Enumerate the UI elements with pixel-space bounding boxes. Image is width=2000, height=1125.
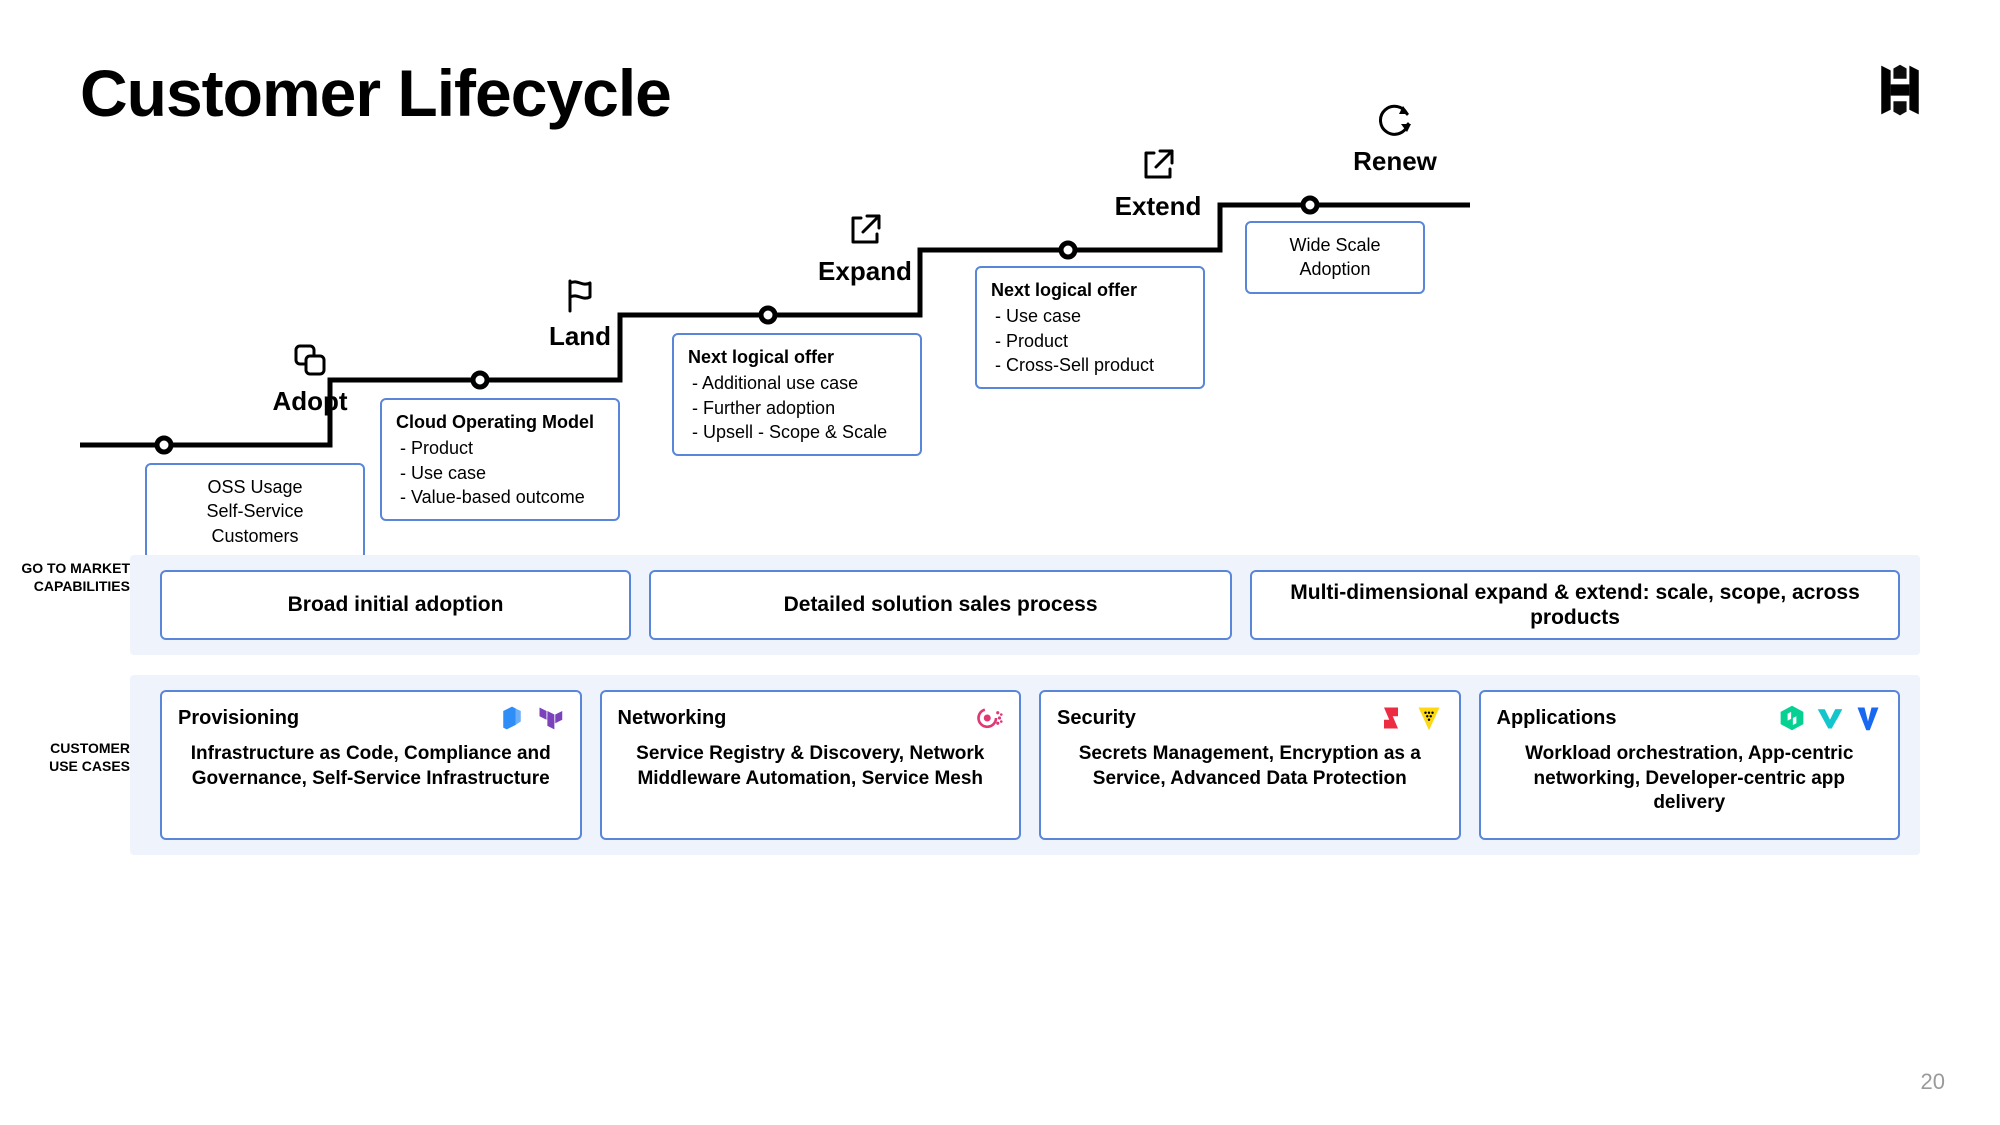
gtm-box-1: Detailed solution sales process: [649, 570, 1232, 640]
product-icon-packer: [498, 704, 526, 732]
use-case-desc-0: Infrastructure as Code, Compliance and G…: [178, 742, 564, 791]
stage-label-land: Land: [520, 321, 640, 352]
stage-label-renew: Renew: [1335, 146, 1455, 177]
stage-extend: Extend: [1098, 145, 1218, 222]
stage-expand: Expand: [805, 210, 925, 287]
stage-label-adopt: Adopt: [250, 386, 370, 417]
gtm-row: Broad initial adoption Detailed solution …: [160, 570, 1900, 640]
use-case-title-3: Applications: [1497, 707, 1617, 730]
product-icon-vagrant: [1854, 704, 1882, 732]
copy-icon: [290, 340, 330, 380]
product-icon-terraform: [536, 704, 564, 732]
product-icon-boundary: [1377, 704, 1405, 732]
land-desc: Cloud Operating ModelProductUse caseValu…: [380, 398, 620, 521]
expand-desc: Next logical offerAdditional use caseFur…: [672, 333, 922, 456]
staircase-diagram: AdoptLandExpandExtendRenew OSS UsageSelf…: [80, 150, 1930, 530]
product-icon-nomad: [1778, 704, 1806, 732]
cycle-icon: [1375, 100, 1415, 140]
page-title: Customer Lifecycle: [80, 55, 671, 131]
stage-label-extend: Extend: [1098, 191, 1218, 222]
gtm-label: GO TO MARKET CAPABILITIES: [20, 560, 130, 595]
stage-label-expand: Expand: [805, 256, 925, 287]
external-icon: [845, 210, 885, 250]
use-case-box-3: Applications Workload orchestration, App-…: [1479, 690, 1901, 840]
adopt-desc: OSS UsageSelf-Service Customers: [145, 463, 365, 560]
hashicorp-logo-icon: [1870, 60, 1930, 120]
use-cases-row: Provisioning Infrastructure as Code, Comp…: [160, 690, 1900, 840]
product-icon-vault: [1415, 704, 1443, 732]
stage-adopt: Adopt: [250, 340, 370, 417]
stage-renew: Renew: [1335, 100, 1455, 177]
use-case-desc-2: Secrets Management, Encryption as a Serv…: [1057, 742, 1443, 791]
use-case-box-2: Security Secrets Management, Encryption a…: [1039, 690, 1461, 840]
page-number: 20: [1921, 1069, 1945, 1095]
flag-icon: [560, 275, 600, 315]
product-icon-waypoint: [1816, 704, 1844, 732]
use-case-box-1: Networking Service Registry & Discovery, …: [600, 690, 1022, 840]
external-icon: [1138, 145, 1178, 185]
use-case-title-0: Provisioning: [178, 707, 299, 730]
gtm-box-0: Broad initial adoption: [160, 570, 631, 640]
use-case-box-0: Provisioning Infrastructure as Code, Comp…: [160, 690, 582, 840]
stage-land: Land: [520, 275, 640, 352]
use-case-desc-3: Workload orchestration, App-centric netw…: [1497, 742, 1883, 816]
use-case-title-1: Networking: [618, 707, 727, 730]
use-cases-label: CUSTOMER USE CASES: [20, 740, 130, 775]
product-icon-consul: [975, 704, 1003, 732]
use-case-desc-1: Service Registry & Discovery, Network Mi…: [618, 742, 1004, 791]
extend-desc: Next logical offerUse caseProductCross-S…: [975, 266, 1205, 389]
use-case-title-2: Security: [1057, 707, 1136, 730]
gtm-box-2: Multi-dimensional expand & extend: scale…: [1250, 570, 1900, 640]
renew-desc: Wide ScaleAdoption: [1245, 221, 1425, 294]
